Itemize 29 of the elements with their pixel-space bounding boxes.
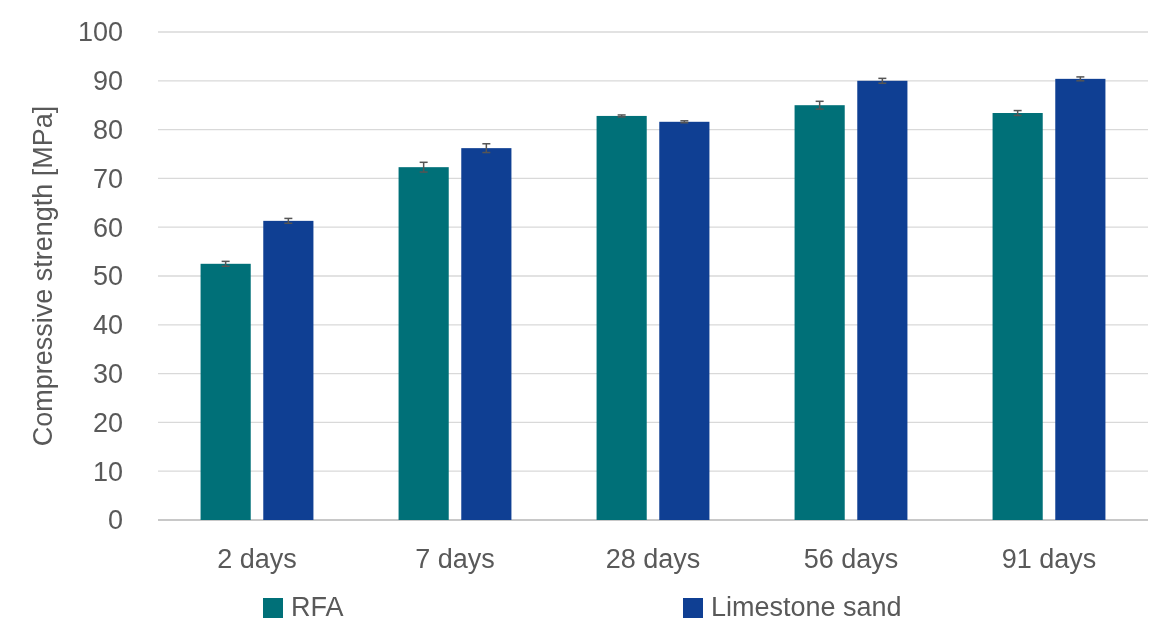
y-tick-label: 40 — [92, 310, 123, 341]
bar — [1055, 78, 1106, 520]
y-tick-label: 50 — [92, 261, 123, 292]
x-tick-label: 7 days — [415, 544, 495, 574]
x-tick-label: 91 days — [1001, 544, 1097, 574]
y-tick-label: 30 — [92, 359, 123, 390]
bar — [263, 220, 314, 520]
bar — [992, 113, 1043, 520]
y-tick-label: 70 — [92, 163, 123, 194]
bar — [596, 115, 647, 520]
bar — [659, 121, 710, 520]
y-axis-title: Compressive strength [MPa] — [28, 105, 58, 447]
legend-label: Limestone sand — [711, 592, 902, 622]
legend-label: RFA — [291, 592, 344, 622]
x-tick-label: 2 days — [217, 544, 297, 574]
bar — [857, 80, 908, 520]
x-tick-label: 28 days — [605, 544, 701, 574]
bar — [461, 148, 512, 520]
y-tick-label: 10 — [92, 456, 123, 487]
y-tick-label: 60 — [92, 212, 123, 243]
bar — [200, 263, 251, 520]
x-tick-label: 56 days — [803, 544, 899, 574]
bar — [794, 105, 845, 520]
y-tick-label: 80 — [92, 115, 123, 146]
y-tick-label: 100 — [77, 17, 123, 48]
bar — [398, 167, 449, 520]
y-tick-label: 20 — [92, 407, 123, 438]
y-tick-label: 90 — [92, 66, 123, 97]
y-tick-label: 0 — [107, 505, 123, 536]
